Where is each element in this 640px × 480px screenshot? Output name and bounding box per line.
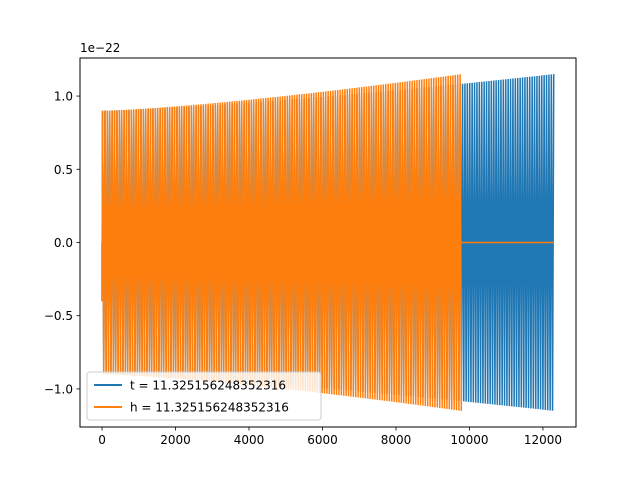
- legend-label-h: h = 11.325156248352316: [130, 401, 289, 415]
- y-tick-label: 1.0: [54, 90, 73, 104]
- x-tick-label: 0: [98, 433, 106, 447]
- plot-area: [79, 57, 577, 428]
- legend-box: [86, 371, 322, 421]
- x-tick-label: 12000: [524, 433, 562, 447]
- series-line: [101, 74, 463, 411]
- legend: t = 11.325156248352316 h = 11.3251562483…: [86, 371, 322, 421]
- x-tick-label: 8000: [381, 433, 412, 447]
- x-tick-label: 10000: [450, 433, 488, 447]
- x-tick-label: 2000: [160, 433, 191, 447]
- series-h: [101, 74, 554, 411]
- y-offset-text: 1e−22: [80, 41, 120, 55]
- x-tick-label: 4000: [234, 433, 265, 447]
- x-tick-label: 6000: [307, 433, 338, 447]
- x-axis: 0 2000 4000 6000 8000 10000 12000: [98, 427, 562, 447]
- legend-label-t: t = 11.325156248352316: [130, 379, 286, 393]
- y-tick-label: −1.0: [44, 382, 73, 396]
- y-tick-label: 0.0: [54, 236, 73, 250]
- y-axis: −1.0 −0.5 0.0 0.5 1.0: [44, 90, 80, 396]
- y-tick-label: −0.5: [44, 309, 73, 323]
- y-tick-label: 0.5: [54, 163, 73, 177]
